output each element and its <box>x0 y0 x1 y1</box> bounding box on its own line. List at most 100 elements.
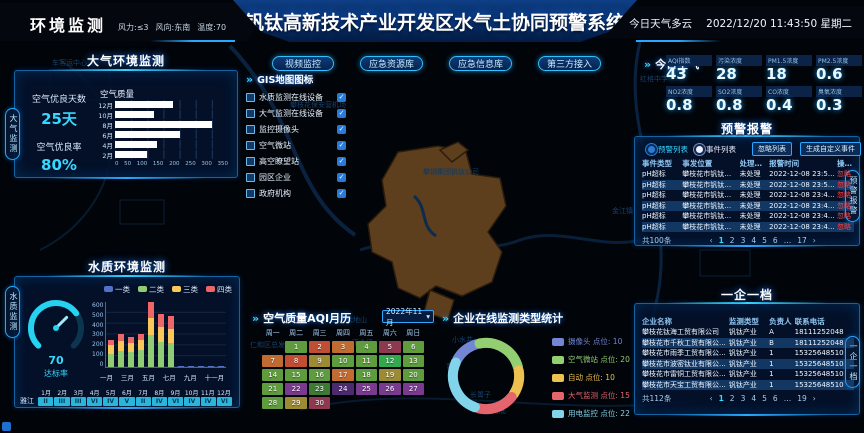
page-number[interactable]: 6 <box>772 394 778 403</box>
calendar-day-cell[interactable]: 27 <box>402 383 424 395</box>
calendar-day-cell[interactable]: 15 <box>285 369 307 381</box>
calendar-day-cell[interactable]: 4 <box>355 341 378 353</box>
prev-page-arrow[interactable]: ‹ <box>709 236 713 245</box>
ignore-list-button[interactable]: 忽略列表 <box>752 142 792 156</box>
table-row[interactable]: 攀枝花市波密钛业有限公... 钒钛产业 1 15325648510 <box>642 358 854 369</box>
table-cell[interactable]: 忽略 <box>837 222 851 231</box>
checkbox-checked-icon[interactable]: ✓ <box>337 109 346 118</box>
calendar-day-cell[interactable]: 24 <box>332 383 354 395</box>
calendar-day-cell[interactable]: 10 <box>332 355 354 367</box>
calendar-day-cell[interactable]: 3 <box>332 341 354 353</box>
calendar-day-cell[interactable]: 20 <box>402 369 424 381</box>
checkbox-checked-icon[interactable]: ✓ <box>337 125 346 134</box>
page-number[interactable]: 3 <box>740 236 746 245</box>
map-toolbar-button[interactable]: 应急信息库 <box>449 56 513 71</box>
layer-item[interactable]: 监控摄像头 ✓ <box>246 123 346 136</box>
side-tab-companies[interactable]: 一企一档 <box>845 336 860 388</box>
page-number[interactable]: 6 <box>772 236 778 245</box>
table-cell[interactable]: 忽略 <box>837 180 851 189</box>
table-row[interactable]: pH超标 攀枝花市钒钛产... 未处理 2022-12-08 23:55:04 忽略 <box>642 179 854 190</box>
radio-event-list[interactable]: 事件列表 <box>696 144 736 155</box>
page-number[interactable]: 19 <box>797 394 807 403</box>
metric-label: PM1.5浓度 <box>766 55 812 66</box>
page-number[interactable]: 2 <box>729 236 735 245</box>
calendar-day-cell[interactable]: 26 <box>379 383 401 395</box>
checkbox-checked-icon[interactable]: ✓ <box>337 173 346 182</box>
air-bar-track <box>115 140 228 149</box>
table-row[interactable]: 攀枝花市雨季工贸有限公... 钒钛产业 1 15325648510 <box>642 348 854 359</box>
checkbox-checked-icon[interactable]: ✓ <box>337 189 346 198</box>
calendar-day-cell[interactable]: 8 <box>285 355 307 367</box>
table-row[interactable]: 攀枝花钛海工贸有限公司 钒钛产业 A 18111252048 <box>642 327 854 338</box>
calendar-day-cell[interactable]: 13 <box>402 355 424 367</box>
table-row[interactable]: pH超标 攀枝花市钒钛产... 未处理 2022-12-08 23:43:00 忽略 <box>642 211 854 222</box>
calendar-day-cell[interactable]: 28 <box>262 397 284 409</box>
map-toolbar-button[interactable]: 应急资源库 <box>360 56 424 71</box>
page-number[interactable]: 5 <box>762 236 767 245</box>
calendar-day-cell[interactable]: 25 <box>355 383 378 395</box>
table-row[interactable]: 攀枝花市千秋工贸有限公... 钒钛产业 B 18111252048 <box>642 337 854 348</box>
map-toolbar-button[interactable]: 第三方接入 <box>538 56 602 71</box>
calendar-day-cell[interactable]: 23 <box>308 383 331 395</box>
system-tray-icon[interactable] <box>2 422 11 431</box>
calendar-day-cell[interactable]: 11 <box>355 355 378 367</box>
next-page-arrow[interactable]: › <box>812 236 816 245</box>
table-row[interactable]: pH超标 攀枝花市钒钛产... 未处理 2022-12-08 23:59:00 忽略 <box>642 169 854 180</box>
air-bar-row: 6月 <box>98 130 228 140</box>
calendar-day-cell[interactable]: 22 <box>285 383 307 395</box>
table-row[interactable]: 攀枝花市天宝工贸有限公... 钒钛产业 1 15325648510 <box>642 379 854 390</box>
month-select-dropdown[interactable]: 2022年11月 ▾ <box>382 307 434 327</box>
calendar-day-cell[interactable]: 21 <box>262 383 284 395</box>
calendar-day-cell[interactable]: 9 <box>308 355 331 367</box>
calendar-day-cell[interactable]: 6 <box>402 341 424 353</box>
page-number[interactable]: 5 <box>762 394 767 403</box>
prev-page-arrow[interactable]: ‹ <box>709 394 713 403</box>
calendar-day-cell[interactable]: 5 <box>379 341 401 353</box>
table-row[interactable]: pH超标 攀枝花市钒钛产... 未处理 2022-12-08 23:46:00 忽略 <box>642 200 854 211</box>
radio-alert-list[interactable]: 预警列表 <box>648 144 688 155</box>
page-number[interactable]: 2 <box>729 394 735 403</box>
legend-label: 自动 点位: 10 <box>568 373 615 382</box>
table-cell[interactable]: 忽略 <box>837 212 851 221</box>
table-cell[interactable]: 忽略 <box>837 170 851 179</box>
create-custom-event-button[interactable]: 生成自定义事件 <box>800 142 861 156</box>
page-number[interactable]: 4 <box>751 394 757 403</box>
calendar-day-cell[interactable]: 19 <box>379 369 401 381</box>
calendar-day-cell[interactable]: 7 <box>262 355 284 367</box>
layer-item[interactable]: 空气微站 ✓ <box>246 139 346 152</box>
calendar-day-cell[interactable]: 12 <box>379 355 401 367</box>
map-toolbar-button[interactable]: 视频监控 <box>272 56 334 71</box>
checkbox-checked-icon[interactable]: ✓ <box>337 141 346 150</box>
layer-item[interactable]: 高空瞭望站 ✓ <box>246 155 346 168</box>
page-number[interactable]: 4 <box>751 236 757 245</box>
next-page-arrow[interactable]: › <box>812 394 816 403</box>
side-tab-water-monitor[interactable]: 水质监测 <box>5 286 20 338</box>
table-cell[interactable]: 忽略 <box>837 201 851 210</box>
calendar-day-cell[interactable]: 30 <box>308 397 331 409</box>
calendar-day-cell[interactable]: 17 <box>332 369 354 381</box>
calendar-day-cell[interactable]: 2 <box>308 341 331 353</box>
page-number[interactable]: 1 <box>718 236 724 245</box>
table-row[interactable]: pH超标 攀枝花市钒钛产... 未处理 2022-12-08 23:47:00 忽略 <box>642 190 854 201</box>
checkbox-checked-icon[interactable]: ✓ <box>337 93 346 102</box>
calendar-day-cell[interactable]: 14 <box>262 369 284 381</box>
page-number[interactable]: 3 <box>740 394 746 403</box>
table-row[interactable]: 攀枝花市雷铜工贸有限公... 钒钛产业 1 15325648510 <box>642 369 854 380</box>
stacked-bar <box>118 334 125 367</box>
calendar-day-cell[interactable]: 18 <box>355 369 378 381</box>
layer-item[interactable]: 政府机构 ✓ <box>246 187 346 200</box>
table-cell[interactable]: 忽略 <box>837 191 851 200</box>
side-tab-air-monitor[interactable]: 大气监测 <box>5 108 20 160</box>
checkbox-checked-icon[interactable]: ✓ <box>337 157 346 166</box>
calendar-day-cell[interactable]: 16 <box>308 369 331 381</box>
side-tab-alerts[interactable]: 预警报警 <box>845 170 860 222</box>
page-number[interactable]: 1 <box>718 394 724 403</box>
table-row[interactable]: pH超标 攀枝花市钒钛产... 未处理 2022-12-08 23:42:00 忽略 <box>642 221 854 232</box>
pagination: ‹ 1 2 3 4 5 6 … 19 › <box>671 394 854 403</box>
layer-item[interactable]: 大气监测在线设备 ✓ <box>246 107 346 120</box>
calendar-day-cell[interactable]: 1 <box>285 341 307 353</box>
layer-item[interactable]: 园区企业 ✓ <box>246 171 346 184</box>
page-number[interactable]: 17 <box>797 236 807 245</box>
layer-item[interactable]: 水质监测在线设备 ✓ <box>246 91 346 104</box>
calendar-day-cell[interactable]: 29 <box>285 397 307 409</box>
